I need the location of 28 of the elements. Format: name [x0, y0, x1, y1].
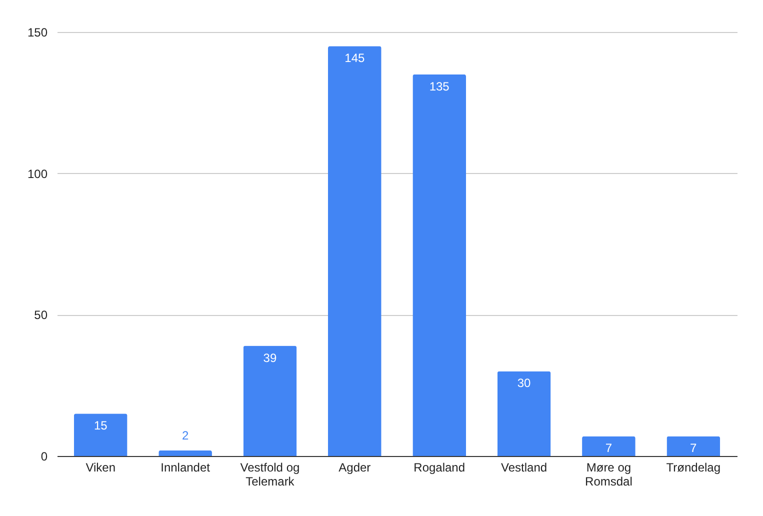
- data-label: 30: [517, 376, 532, 390]
- bar: [158, 450, 212, 456]
- x-tick-label: Rogaland: [414, 460, 466, 474]
- data-label: 145: [344, 51, 365, 66]
- data-label: 15: [94, 418, 108, 433]
- bar: [243, 346, 297, 456]
- bar: [412, 74, 466, 456]
- data-label: 2: [182, 428, 189, 442]
- data-label: 39: [263, 350, 277, 365]
- y-tick-label: 0: [40, 450, 48, 464]
- bar: [328, 46, 382, 456]
- bar: [666, 436, 720, 456]
- bar: [497, 371, 551, 456]
- data-label: 7: [690, 441, 698, 456]
- x-tick-label: Vestland: [501, 460, 548, 474]
- y-tick-label: 150: [27, 26, 48, 40]
- data-label: 135: [429, 79, 450, 94]
- x-tick-label: Innlandet: [160, 460, 211, 474]
- data-label: 7: [605, 441, 612, 456]
- x-tick-label: Viken: [86, 460, 116, 474]
- y-tick-label: 100: [27, 166, 48, 181]
- bar: [74, 414, 128, 456]
- x-tick-label: Trøndelag: [666, 460, 721, 474]
- x-tick-label: Møre og Romsdal: [585, 460, 632, 488]
- x-tick-label: Vestfold og Telemark: [240, 460, 300, 488]
- x-tick-label: Agder: [338, 460, 371, 474]
- y-tick-label: 50: [34, 308, 48, 322]
- bar: [582, 436, 636, 456]
